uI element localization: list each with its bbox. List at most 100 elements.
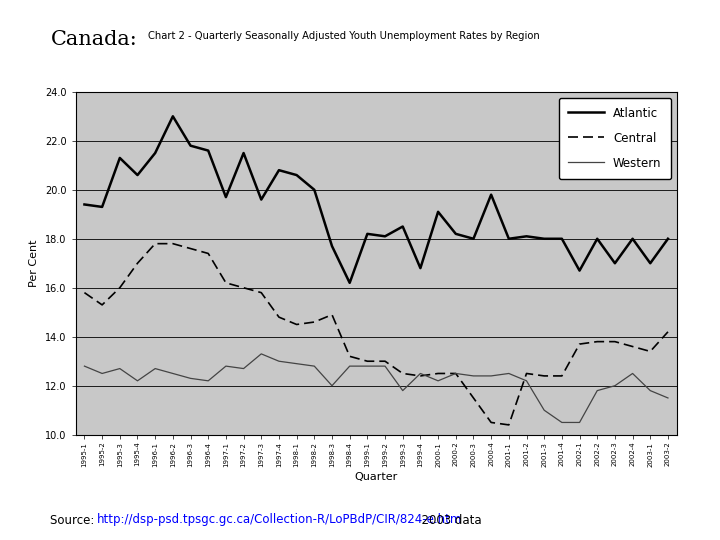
Atlantic bbox=[292, 172, 301, 178]
Atlantic bbox=[381, 233, 390, 240]
Central bbox=[133, 260, 142, 266]
Western bbox=[575, 419, 584, 426]
Central bbox=[469, 395, 478, 401]
Atlantic bbox=[629, 235, 637, 242]
Western bbox=[398, 387, 407, 394]
Atlantic bbox=[664, 235, 672, 242]
Atlantic bbox=[469, 235, 478, 242]
Western bbox=[346, 363, 354, 369]
Central bbox=[257, 289, 266, 296]
Atlantic bbox=[593, 235, 601, 242]
Central bbox=[398, 370, 407, 377]
Central bbox=[505, 422, 513, 428]
Central bbox=[346, 353, 354, 360]
Atlantic bbox=[204, 147, 212, 154]
Atlantic bbox=[151, 150, 160, 156]
Atlantic bbox=[346, 280, 354, 286]
Western bbox=[274, 358, 283, 365]
Western bbox=[239, 366, 248, 372]
Western bbox=[204, 377, 212, 384]
Atlantic bbox=[557, 235, 566, 242]
Western bbox=[80, 363, 89, 369]
Western bbox=[310, 363, 319, 369]
Central bbox=[204, 250, 212, 256]
Atlantic bbox=[611, 260, 619, 266]
X-axis label: Quarter: Quarter bbox=[354, 472, 398, 482]
Text: http://dsp-psd.tpsgc.gc.ca/Collection-R/LoPBdP/CIR/824-e.htm: http://dsp-psd.tpsgc.gc.ca/Collection-R/… bbox=[97, 514, 462, 526]
Central bbox=[168, 240, 177, 247]
Central bbox=[115, 285, 124, 291]
Western bbox=[381, 363, 390, 369]
Western bbox=[168, 370, 177, 377]
Atlantic bbox=[98, 204, 107, 210]
Atlantic bbox=[646, 260, 654, 266]
Western bbox=[416, 370, 425, 377]
Central bbox=[522, 370, 531, 377]
Western bbox=[186, 375, 195, 382]
Central bbox=[98, 302, 107, 308]
Western bbox=[363, 363, 372, 369]
Western bbox=[115, 366, 124, 372]
Central bbox=[433, 370, 442, 377]
Central bbox=[557, 373, 566, 379]
Atlantic bbox=[115, 154, 124, 161]
Central bbox=[186, 245, 195, 252]
Line: Central: Central bbox=[84, 244, 668, 425]
Central bbox=[611, 339, 619, 345]
Western bbox=[292, 360, 301, 367]
Western bbox=[98, 370, 107, 377]
Atlantic bbox=[540, 235, 549, 242]
Atlantic bbox=[186, 143, 195, 149]
Central bbox=[274, 314, 283, 320]
Central bbox=[80, 289, 89, 296]
Atlantic bbox=[80, 201, 89, 208]
Western bbox=[540, 407, 549, 414]
Central bbox=[222, 280, 230, 286]
Central bbox=[593, 339, 601, 345]
Western bbox=[522, 377, 531, 384]
Atlantic bbox=[239, 150, 248, 156]
Central bbox=[328, 312, 336, 318]
Central bbox=[540, 373, 549, 379]
Western bbox=[593, 387, 601, 394]
Western bbox=[629, 370, 637, 377]
Western bbox=[133, 377, 142, 384]
Atlantic bbox=[451, 231, 460, 237]
Western bbox=[328, 382, 336, 389]
Atlantic bbox=[575, 267, 584, 274]
Atlantic bbox=[398, 223, 407, 230]
Central bbox=[381, 358, 390, 365]
Atlantic bbox=[222, 194, 230, 200]
Western bbox=[257, 350, 266, 357]
Atlantic bbox=[522, 233, 531, 240]
Western bbox=[487, 373, 495, 379]
Legend: Atlantic, Central, Western: Atlantic, Central, Western bbox=[559, 98, 671, 179]
Atlantic bbox=[363, 231, 372, 237]
Central bbox=[575, 341, 584, 347]
Central bbox=[310, 319, 319, 325]
Western bbox=[469, 373, 478, 379]
Western bbox=[611, 382, 619, 389]
Central bbox=[292, 321, 301, 328]
Line: Atlantic: Atlantic bbox=[84, 116, 668, 283]
Text: Chart 2 - Quarterly Seasonally Adjusted Youth Unemployment Rates by Region: Chart 2 - Quarterly Seasonally Adjusted … bbox=[148, 31, 539, 42]
Central bbox=[239, 285, 248, 291]
Text: Canada:: Canada: bbox=[50, 30, 137, 49]
Central bbox=[416, 373, 425, 379]
Western bbox=[664, 395, 672, 401]
Western bbox=[451, 370, 460, 377]
Western bbox=[557, 419, 566, 426]
Western bbox=[505, 370, 513, 377]
Central bbox=[487, 419, 495, 426]
Atlantic bbox=[274, 167, 283, 173]
Atlantic bbox=[257, 197, 266, 203]
Western bbox=[151, 366, 160, 372]
Central bbox=[664, 328, 672, 335]
Central bbox=[151, 240, 160, 247]
Western bbox=[433, 377, 442, 384]
Atlantic bbox=[416, 265, 425, 272]
Atlantic bbox=[133, 172, 142, 178]
Western bbox=[646, 387, 654, 394]
Atlantic bbox=[168, 113, 177, 119]
Text: Source:: Source: bbox=[50, 514, 99, 526]
